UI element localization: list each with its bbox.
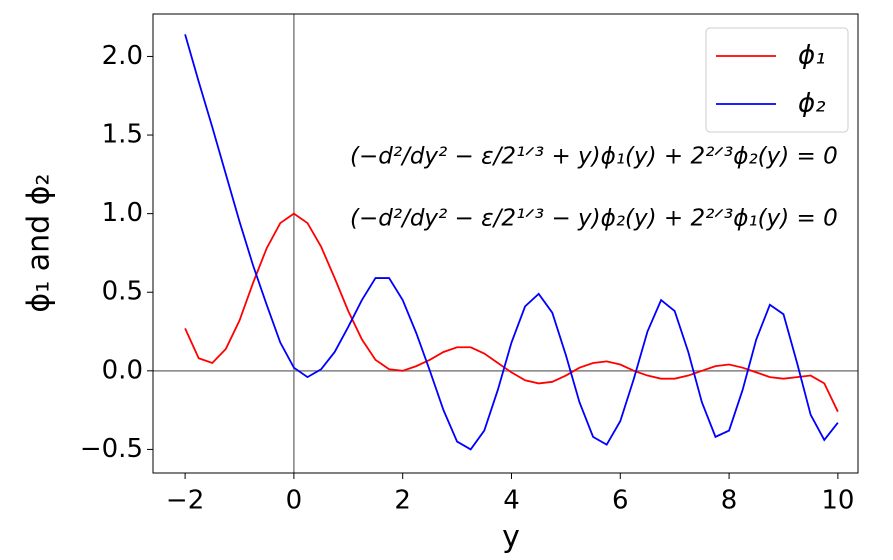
y-tick-label: 1.5: [102, 120, 143, 150]
x-tick-label: 4: [503, 486, 520, 516]
equation: (−d²/dy² − ε/2¹ᐟ³ − y)ϕ₂(y) + 2²ᐟ³ϕ₁(y) …: [350, 206, 838, 232]
legend-label: ϕ₂: [798, 89, 826, 119]
y-tick-label: −0.5: [80, 434, 143, 464]
x-tick-label: 2: [394, 486, 411, 516]
equation: (−d²/dy² − ε/2¹ᐟ³ + y)ϕ₁(y) + 2²ᐟ³ϕ₂(y) …: [350, 144, 838, 170]
y-tick-label: 2.0: [102, 41, 143, 71]
y-tick-label: 0.0: [102, 355, 143, 385]
legend-box: [705, 27, 849, 133]
x-tick-label: 6: [612, 486, 629, 516]
x-tick-label: 0: [286, 486, 303, 516]
plot-frame: [152, 13, 859, 474]
y-axis-label: ϕ₁ and ϕ₂: [22, 173, 57, 312]
x-tick-label: 10: [821, 486, 854, 516]
y-tick-label: 1.0: [102, 198, 143, 228]
x-tick-label: −2: [166, 486, 204, 516]
legend-label: ϕ₁: [798, 41, 826, 71]
x-axis-label: y: [502, 520, 520, 555]
y-tick-label: 0.5: [102, 277, 143, 307]
line-series: [184, 212, 839, 413]
line-series: [184, 34, 839, 451]
x-tick-label: 8: [721, 486, 738, 516]
